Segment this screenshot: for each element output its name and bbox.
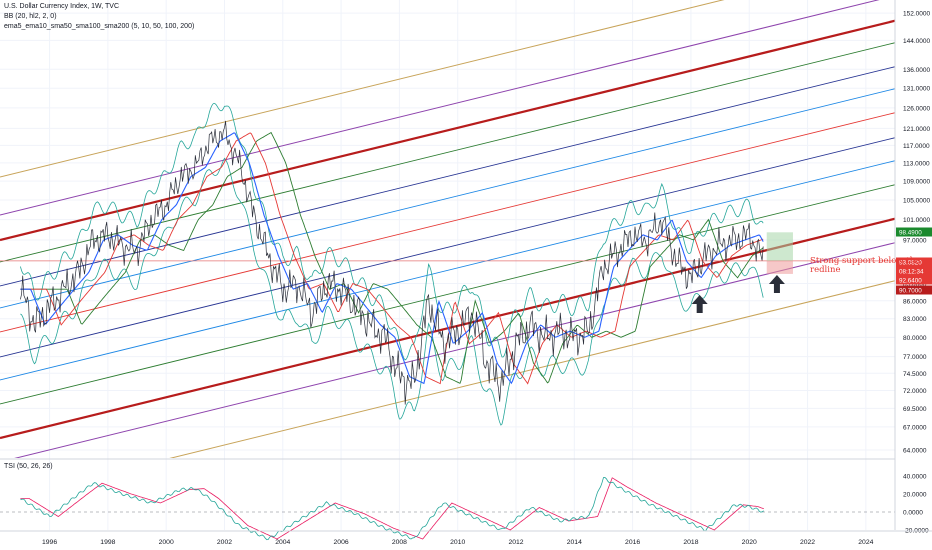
price-tick-label: 77.0000	[903, 354, 927, 361]
price-badge-label: 08:12:34	[899, 269, 924, 276]
time-tick-label: 2008	[392, 539, 407, 546]
price-tick-label: 74.5000	[903, 371, 927, 378]
price-line	[20, 120, 764, 405]
channel-line	[0, 0, 725, 178]
channel-line	[0, 184, 895, 405]
regression-channels	[0, 0, 895, 458]
channel-line	[0, 137, 895, 358]
price-tick-label: 152.0000	[903, 11, 930, 18]
price-badge-label: 92.6400	[899, 278, 922, 285]
price-tick-label: 113.0000	[903, 160, 930, 167]
time-tick-label: 2024	[858, 539, 873, 546]
channel-line	[0, 66, 895, 287]
price-tick-label: 67.0000	[903, 424, 927, 431]
channel-line	[0, 0, 880, 216]
tsi-tick-label: 20.0000	[903, 492, 927, 499]
channel-line	[0, 88, 895, 309]
price-badge	[896, 257, 932, 267]
price-tick-label: 80.0000	[903, 335, 927, 342]
price-badge	[896, 227, 932, 237]
time-tick-label: 2018	[683, 539, 698, 546]
arrow-shape	[768, 275, 785, 293]
time-tick-label: 1996	[42, 539, 57, 546]
price-badge	[896, 275, 932, 285]
price-tick-label: 72.0000	[903, 388, 927, 395]
price-tick-label: 109.0000	[903, 179, 930, 186]
legend-bb[interactable]: BB (20, hl2, 2, 0)	[4, 13, 57, 20]
channel-line	[0, 19, 895, 242]
annotation-arrows	[691, 275, 785, 313]
legend-tsi[interactable]: TSI (50, 26, 26)	[4, 463, 53, 470]
price-tick-label: 126.0000	[903, 105, 930, 112]
time-tick-label: 2004	[275, 539, 290, 546]
price-tick-label: 121.0000	[903, 126, 930, 133]
legend-symbol[interactable]: U.S. Dollar Currency Index, 1W, TVC	[4, 3, 120, 10]
tsi-tick-label: 40.0000	[903, 474, 927, 481]
sma-50	[20, 132, 764, 385]
time-tick-label: 2016	[625, 539, 640, 546]
time-tick-label: 2014	[567, 539, 582, 546]
price-tick-label: 144.0000	[903, 38, 930, 45]
support-annotation-line1: Strong support below the	[810, 256, 921, 266]
legend-ema[interactable]: ema5_ema10_sma50_sma100_sma200 (5, 10, 5…	[4, 23, 195, 30]
price-tick-label: 83.0000	[903, 316, 927, 323]
channel-line	[0, 160, 895, 381]
time-tick-label: 2000	[159, 539, 174, 546]
channel-line	[0, 42, 895, 263]
profit-zone	[766, 232, 793, 261]
price-badge	[896, 285, 932, 295]
tsi-signal-line	[20, 477, 764, 540]
channel-line	[169, 280, 895, 458]
sma-100	[20, 132, 764, 385]
price-badge-label: 98.4900	[899, 230, 922, 237]
price-tick-label: 69.5000	[903, 406, 927, 413]
price-tick-label: 64.0000	[903, 448, 927, 455]
time-tick-label: 2010	[450, 539, 465, 546]
bollinger-upper	[20, 102, 764, 361]
channel-line	[14, 242, 895, 458]
time-tick-label: 2022	[800, 539, 815, 546]
price-badge-label: 90.7000	[899, 288, 922, 295]
time-tick-label: 2002	[217, 539, 232, 546]
price-badge-label: 93.0820	[899, 260, 922, 267]
price-tick-label: 105.0000	[903, 197, 930, 204]
time-tick-label: 2006	[334, 539, 349, 546]
time-tick-label: 2020	[742, 539, 757, 546]
arrow-2018	[691, 295, 708, 313]
price-tick-label: 97.0000	[903, 238, 927, 245]
price-tick-label: 86.0000	[903, 298, 927, 305]
time-tick-label: 1998	[100, 539, 115, 546]
tsi-tick-label: 0.0000	[903, 510, 923, 517]
target-zones	[766, 232, 793, 274]
bollinger-lower	[20, 157, 764, 426]
price-tick-label: 101.0000	[903, 217, 930, 224]
time-tick-label: 2012	[508, 539, 523, 546]
loss-zone	[766, 260, 793, 274]
price-tick-label: 117.0000	[903, 143, 930, 150]
channel-line	[0, 112, 895, 333]
price-series	[20, 120, 764, 405]
arrow-shape	[691, 295, 708, 313]
price-badge	[896, 266, 932, 276]
price-tick-label: 136.0000	[903, 67, 930, 74]
channel-line	[0, 217, 895, 440]
price-tick-label: 131.0000	[903, 86, 930, 93]
support-annotation-line2: redline	[810, 265, 841, 275]
arrow-2020	[768, 275, 785, 293]
